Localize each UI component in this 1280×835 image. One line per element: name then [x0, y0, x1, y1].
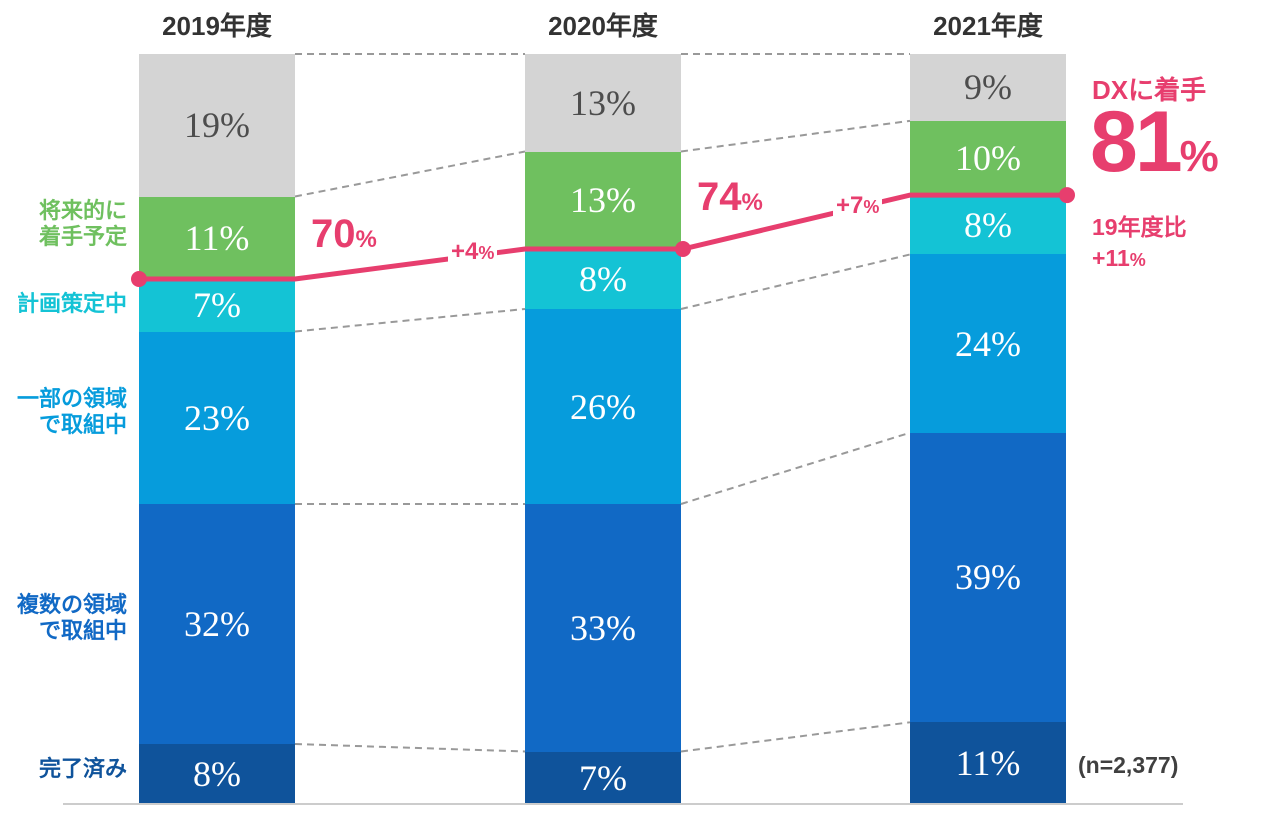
- segment-value-label: 13%: [570, 82, 636, 123]
- dashed-connector: [680, 253, 911, 310]
- trend-delta-percent-sign: %: [863, 197, 880, 217]
- segment-value-label: 9%: [964, 67, 1012, 108]
- segment-multiple-areas-2019年度: 32%: [139, 504, 295, 744]
- legend-label-completed: 完了済み: [0, 756, 127, 782]
- segment-value-label: 26%: [570, 386, 636, 427]
- legend-label-planned-future: 将来的に 着手予定: [0, 198, 127, 250]
- trend-delta-number: +7: [836, 192, 864, 219]
- segment-value-label: 7%: [193, 285, 241, 326]
- headline-title: DXに着手: [1092, 75, 1207, 105]
- segment-value-label: 7%: [579, 757, 627, 798]
- legend-label-line: 完了済み: [38, 756, 127, 781]
- trend-value-number: 70: [311, 212, 356, 256]
- segment-completed-2021年度: 11%: [910, 722, 1066, 804]
- headline-percent-sign: %: [1179, 132, 1219, 181]
- segment-value-label: 32%: [184, 604, 250, 644]
- trend-value-number: 74: [697, 175, 742, 219]
- trend-value-2020: 74%: [697, 177, 763, 217]
- year-label-2020: 2020年度: [548, 11, 658, 41]
- trend-value-percent-sign: %: [355, 226, 377, 253]
- legend-label-line: 計画策定中: [16, 291, 127, 316]
- legend-label-line: で取組中: [38, 618, 127, 643]
- headline-value: 81%: [1090, 99, 1219, 185]
- segment-planned-future-2019年度: 11%: [139, 196, 295, 279]
- segment-completed-2019年度: 8%: [139, 744, 295, 804]
- segment-not-started-2021年度: 9%: [910, 54, 1066, 121]
- segment-value-label: 13%: [570, 180, 636, 221]
- legend-label-line: 将来的に: [38, 198, 127, 223]
- headline-note-line1: 19年度比: [1092, 214, 1187, 240]
- dx-trend-line: [139, 192, 1067, 282]
- segment-value-label: 24%: [955, 323, 1021, 364]
- trend-value-2019: 70%: [311, 214, 377, 254]
- segment-partial-areas-2020年度: 26%: [525, 309, 681, 504]
- trend-delta-2021: +7%: [833, 192, 883, 219]
- trend-dot-2019: [131, 271, 147, 287]
- dashed-connector: [680, 431, 911, 505]
- segment-value-label: 8%: [964, 204, 1012, 245]
- legend-label-line: で取組中: [38, 412, 127, 437]
- headline-number: 81: [1090, 94, 1183, 190]
- trend-delta-percent-sign: %: [478, 243, 495, 263]
- headline-note-line2: +11%: [1092, 243, 1187, 274]
- dashed-connector: [680, 119, 911, 153]
- legend-label-planning: 計画策定中: [0, 291, 127, 317]
- trend-dot-2020: [675, 241, 691, 257]
- segment-multiple-areas-2021年度: 39%: [910, 432, 1066, 723]
- legend-label-multiple-areas: 複数の領域 で取組中: [0, 592, 127, 644]
- segment-completed-2020年度: 7%: [525, 751, 681, 804]
- dashed-connector: [294, 308, 526, 333]
- segment-value-label: 10%: [955, 137, 1021, 178]
- segment-value-label: 11%: [184, 217, 250, 258]
- segment-planned-future-2020年度: 13%: [525, 151, 681, 249]
- year-label-2021: 2021年度: [933, 11, 1043, 41]
- legend-label-line: 着手予定: [38, 224, 127, 249]
- dashed-connector: [294, 150, 526, 198]
- segment-value-label: 8%: [193, 754, 241, 794]
- segment-not-started-2019年度: 19%: [139, 54, 295, 197]
- legend-label-partial-areas: 一部の領域 で取組中: [0, 386, 127, 438]
- trend-dot-2021: [1059, 187, 1075, 204]
- segment-value-label: 33%: [570, 607, 636, 648]
- segment-planning-2019年度: 7%: [139, 279, 295, 332]
- segment-partial-areas-2019年度: 23%: [139, 331, 295, 504]
- dashed-connector: [680, 721, 911, 753]
- segment-planning-2020年度: 8%: [525, 249, 681, 309]
- trend-value-percent-sign: %: [741, 189, 763, 216]
- segment-multiple-areas-2020年度: 33%: [525, 504, 681, 752]
- legend-label-line: 複数の領域: [16, 592, 127, 617]
- trend-delta-2020: +4%: [448, 238, 498, 265]
- dashed-connector: [294, 743, 526, 753]
- trend-delta-number: +4: [451, 238, 479, 265]
- segment-not-started-2020年度: 13%: [525, 54, 681, 152]
- legend-label-line: 一部の領域: [16, 386, 127, 411]
- headline-note-number: +11: [1092, 245, 1130, 272]
- segment-value-label: 8%: [579, 259, 627, 299]
- segment-planned-future-2021年度: 10%: [910, 120, 1066, 196]
- stacked-bar-2021: 9% 10% 8% 24% 39% 11%: [910, 54, 1066, 804]
- headline-note: 19年度比 +11%: [1092, 212, 1187, 274]
- segment-value-label: 11%: [955, 743, 1021, 784]
- stacked-bar-2020: 13% 13% 8% 26% 33% 7%: [525, 54, 681, 804]
- segment-partial-areas-2021年度: 24%: [910, 254, 1066, 433]
- year-label-2019: 2019年度: [162, 11, 272, 41]
- stacked-bar-2019: 19% 11% 7% 23% 32% 8%: [139, 54, 295, 804]
- segment-value-label: 19%: [184, 105, 250, 146]
- segment-value-label: 23%: [184, 397, 250, 438]
- sample-size-label: (n=2,377): [1078, 752, 1179, 778]
- segment-value-label: 39%: [955, 557, 1021, 598]
- segment-planning-2021年度: 8%: [910, 195, 1066, 255]
- headline-note-percent-sign: %: [1129, 250, 1146, 271]
